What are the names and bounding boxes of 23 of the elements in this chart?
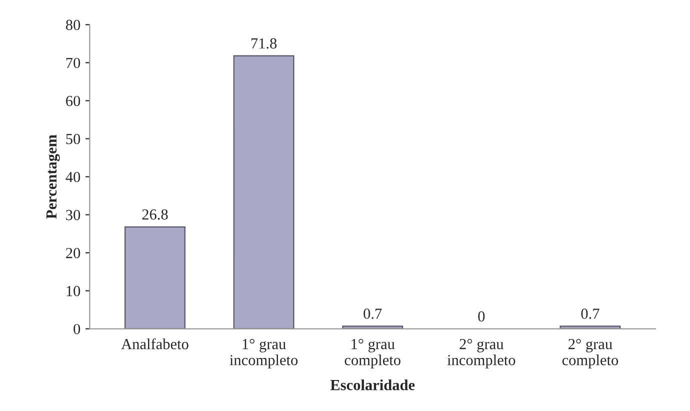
- x-tick-label: 1° grau completo: [344, 338, 400, 368]
- y-tick-label: 10: [66, 286, 80, 296]
- x-tick-label: 2° grau completo: [562, 338, 618, 368]
- x-tick-label: 2° grau incompleto: [447, 338, 516, 368]
- x-axis-title: Escolaridade: [330, 379, 415, 390]
- data-label: 0: [478, 311, 485, 322]
- data-label: 26.8: [142, 209, 168, 220]
- data-label: 0.7: [581, 308, 600, 319]
- y-tick-label: 40: [66, 172, 80, 182]
- y-tick-label: 20: [66, 248, 80, 258]
- y-axis-title: Percentagem: [46, 134, 60, 219]
- data-label: 0.7: [364, 308, 382, 319]
- x-tick-label: Analfabeto: [121, 338, 188, 350]
- bar: [124, 226, 186, 329]
- y-tick-label: 0: [74, 324, 80, 334]
- y-tick-label: 50: [66, 134, 80, 144]
- data-label: 71.8: [251, 38, 277, 49]
- y-tick-label: 30: [66, 210, 80, 220]
- y-tick-label: 70: [66, 58, 80, 68]
- y-tick-label: 80: [66, 20, 80, 30]
- x-tick-label: 1° grau incompleto: [230, 338, 298, 368]
- bar: [233, 55, 294, 329]
- y-tick-label: 60: [66, 96, 80, 106]
